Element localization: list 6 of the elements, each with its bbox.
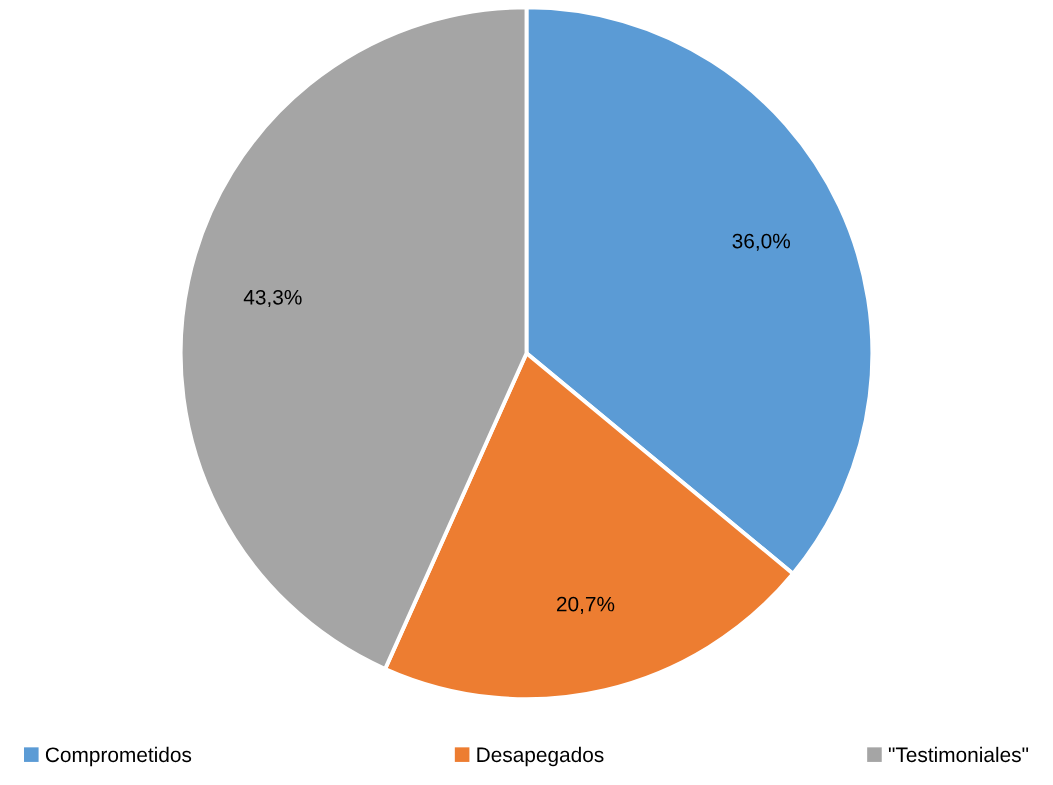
legend-label: Comprometidos <box>45 746 192 767</box>
legend-label: "Testimoniales" <box>888 746 1029 763</box>
legend-label: Desapegados <box>477 746 604 767</box>
data-label: 20,7% <box>556 596 615 614</box>
data-label: 43,3% <box>243 289 302 308</box>
data-label: 36,0% <box>732 233 791 251</box>
